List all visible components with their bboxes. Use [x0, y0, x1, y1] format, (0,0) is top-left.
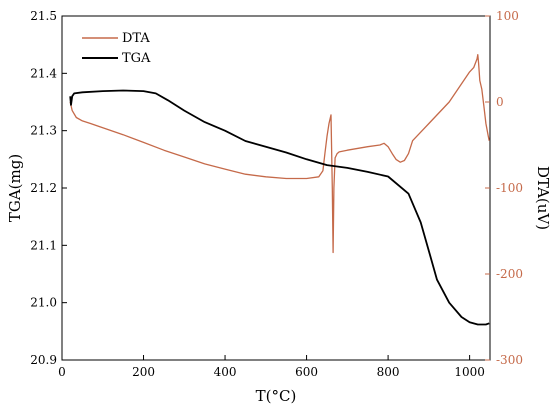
right-tick-label: 100 — [496, 9, 519, 23]
plot-frame — [61, 15, 491, 361]
legend-dta-label: DTA — [122, 31, 150, 46]
x-axis-title: T(°C) — [256, 387, 297, 405]
left-tick-label: 21.3 — [30, 124, 57, 138]
right-tick-label: -300 — [496, 353, 523, 367]
left-tick-label: 21.0 — [30, 296, 57, 310]
left-tick-label: 20.9 — [30, 353, 57, 367]
left-tick-label: 21.2 — [30, 181, 57, 195]
tga-series-line — [69, 89, 490, 326]
x-tick-label: 200 — [132, 365, 155, 379]
dta-series-line — [69, 54, 490, 254]
ticks-layer: 0 200 400 600 800 100020.921.021.121.221.321.… — [30, 9, 523, 379]
right-tick-label: -200 — [496, 267, 523, 281]
x-tick-label: 0 — [58, 365, 66, 379]
left-tick-label: 21.1 — [30, 238, 57, 252]
x-tick-label: 400 — [214, 365, 237, 379]
x-tick-label: 800 — [377, 365, 400, 379]
left-axis-title: TGA(mg) — [6, 154, 24, 222]
lines-layer — [69, 54, 490, 326]
x-tick-label: 1000 — [454, 365, 485, 379]
x-tick-label: 600 — [295, 365, 318, 379]
left-tick-label: 21.5 — [30, 9, 57, 23]
legend-tga-label: TGA — [122, 51, 151, 66]
legend: DTA TGA — [82, 31, 151, 66]
right-tick-label: 0 — [496, 95, 504, 109]
right-axis-title: DTA(uV) — [534, 166, 550, 230]
right-tick-label: -100 — [496, 181, 523, 195]
left-tick-label: 21.4 — [30, 66, 57, 80]
